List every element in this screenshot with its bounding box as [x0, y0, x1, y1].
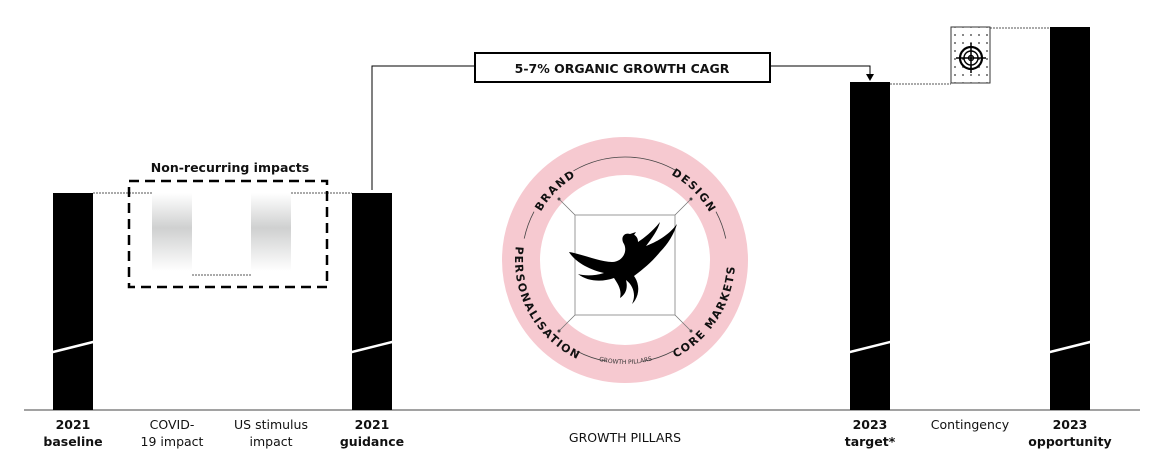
dotted-connectors [93, 27, 1050, 276]
target-crosshair-icon [956, 43, 986, 73]
bar-us-stimulus-impact [251, 193, 291, 271]
label-us-stimulus-line2: impact [249, 434, 292, 449]
arrow-down-icon [866, 74, 874, 81]
label-2021-baseline-line1: 2021 [56, 417, 91, 432]
cagr-label: 5-7% ORGANIC GROWTH CAGR [515, 61, 730, 76]
label-2023-opportunity-line2: opportunity [1028, 434, 1111, 449]
label-2023-opportunity-line1: 2023 [1053, 417, 1088, 432]
bar-covid-impact [152, 193, 192, 271]
label-2021-guidance-line1: 2021 [355, 417, 390, 432]
label-2021-guidance-line2: guidance [340, 434, 404, 449]
label-2023-target-line1: 2023 [853, 417, 888, 432]
label-covid-line2: 19 impact [141, 434, 204, 449]
contingency-box [950, 26, 991, 84]
non-recurring-label: Non-recurring impacts [151, 160, 309, 175]
label-growth-pillars: GROWTH PILLARS [569, 430, 681, 445]
growth-pillars-caption: GROWTH PILLARS [598, 355, 652, 366]
label-2023-target-line2: target* [845, 434, 896, 449]
label-us-stimulus-line1: US stimulus [234, 417, 308, 432]
cagr-label-box [474, 52, 771, 83]
bar-2023-opportunity [1050, 27, 1090, 410]
bar-2021-baseline [53, 193, 93, 410]
bar-2021-guidance [352, 193, 392, 410]
phoenix-logo-icon [569, 222, 677, 304]
label-2021-baseline-line2: baseline [43, 434, 102, 449]
label-covid-line1: COVID- [150, 417, 195, 432]
non-recurring-box [127, 179, 329, 289]
growth-pillars-ring: BRAND DESIGN PERSONALISATION CORE MARKET… [502, 137, 748, 383]
bar-2023-target [850, 82, 890, 410]
axis-break-marks [48, 339, 1095, 355]
label-contingency: Contingency [931, 417, 1010, 432]
column-labels: 2021 baseline COVID- 19 impact US stimul… [43, 417, 1111, 449]
